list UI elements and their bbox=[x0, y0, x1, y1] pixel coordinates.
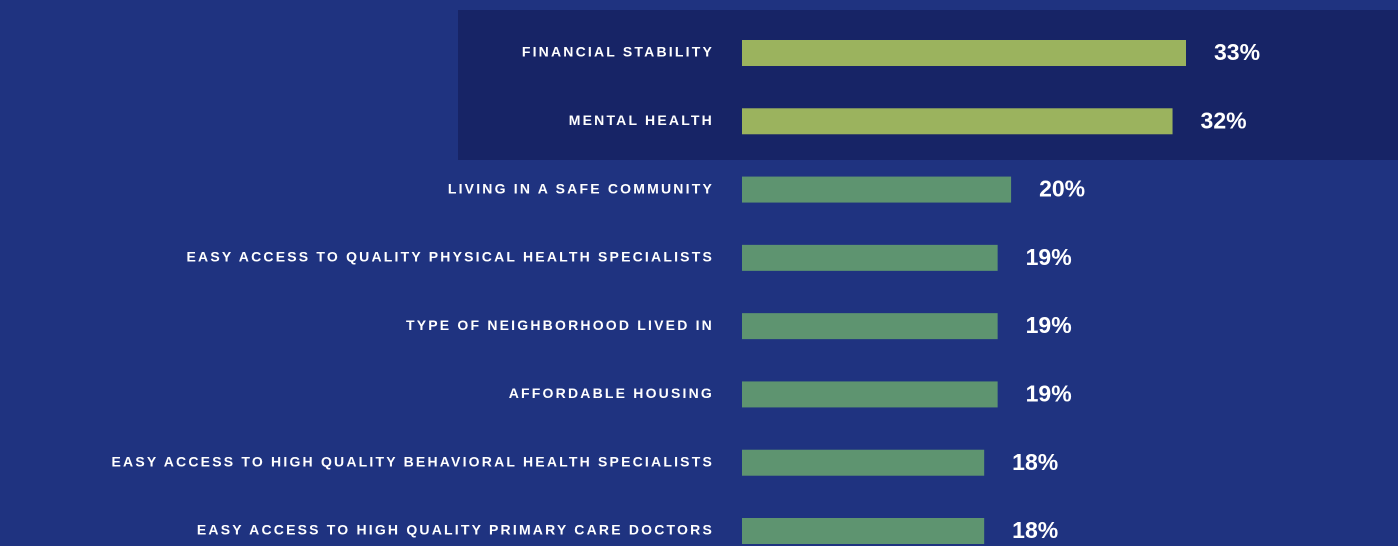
category-label: EASY ACCESS TO HIGH QUALITY BEHAVIORAL H… bbox=[112, 453, 715, 469]
value-label: 33% bbox=[1214, 39, 1260, 65]
value-label: 19% bbox=[1026, 312, 1072, 338]
category-label: LIVING IN A SAFE COMMUNITY bbox=[448, 180, 714, 196]
category-label: TYPE OF NEIGHBORHOOD LIVED IN bbox=[406, 317, 714, 333]
bar bbox=[742, 518, 985, 544]
value-label: 18% bbox=[1012, 449, 1058, 475]
highlight-panel bbox=[458, 10, 1398, 160]
bar bbox=[742, 40, 1186, 66]
value-label: 19% bbox=[1026, 381, 1072, 407]
bar bbox=[742, 108, 1173, 135]
bar bbox=[742, 313, 998, 340]
bar bbox=[742, 381, 998, 408]
value-label: 20% bbox=[1039, 176, 1085, 202]
value-label: 19% bbox=[1026, 244, 1072, 270]
value-label: 32% bbox=[1201, 107, 1247, 133]
bar bbox=[742, 244, 998, 271]
category-label: MENTAL HEALTH bbox=[569, 112, 714, 128]
category-label: FINANCIAL STABILITY bbox=[522, 44, 714, 60]
bar bbox=[742, 449, 985, 476]
category-label: AFFORDABLE HOUSING bbox=[509, 385, 714, 401]
bar bbox=[742, 176, 1012, 203]
category-label: EASY ACCESS TO HIGH QUALITY PRIMARY CARE… bbox=[197, 522, 714, 538]
category-label: EASY ACCESS TO QUALITY PHYSICAL HEALTH S… bbox=[187, 249, 714, 265]
value-label: 18% bbox=[1012, 517, 1058, 543]
